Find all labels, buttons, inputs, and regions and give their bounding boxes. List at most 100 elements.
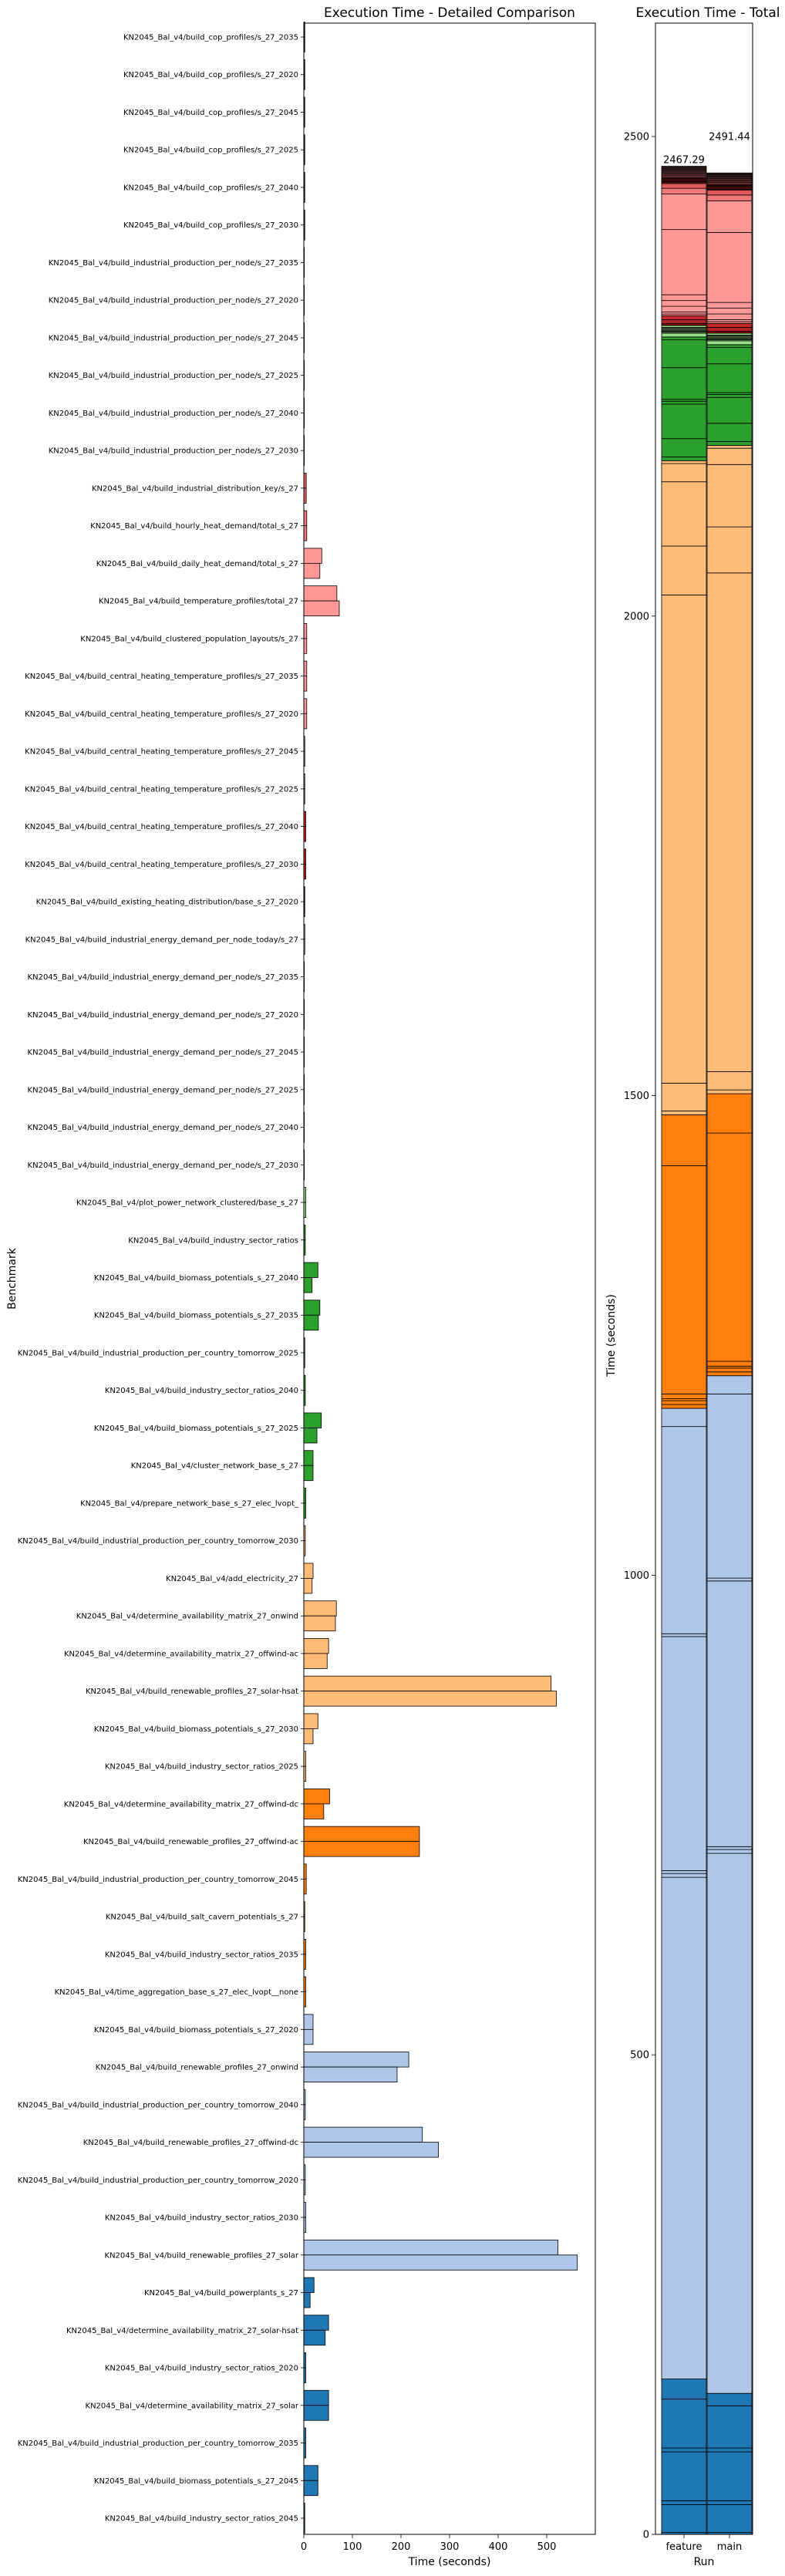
stack-segment-main bbox=[706, 344, 753, 348]
stack-segment-feature bbox=[661, 367, 707, 400]
y-tick-label: KN2045_Bal_v4/determine_availability_mat… bbox=[64, 1650, 298, 1658]
stack-segment-feature bbox=[661, 1870, 707, 1874]
stack-segment-feature bbox=[661, 1111, 707, 1115]
stack-segment-main bbox=[706, 2447, 753, 2453]
stack-segment-feature bbox=[661, 294, 707, 302]
bar-main bbox=[303, 2329, 326, 2346]
y-tick-label: KN2045_Bal_v4/build_cop_profiles/s_27_20… bbox=[123, 147, 298, 155]
stack-segment-main bbox=[706, 1360, 753, 1367]
stack-segment-main bbox=[706, 190, 753, 196]
stack-segment-feature bbox=[661, 183, 707, 189]
y-tick-label: KN2045_Bal_v4/build_cop_profiles/s_27_20… bbox=[123, 34, 298, 42]
stack-segment-feature bbox=[661, 336, 707, 341]
bar-feature bbox=[303, 2465, 318, 2481]
stack-segment-main bbox=[706, 2504, 753, 2533]
y-tick-label: KN2045_Bal_v4/build_industrial_productio… bbox=[49, 372, 298, 380]
bar-main bbox=[303, 1314, 319, 1331]
stack-segment-main bbox=[706, 1071, 753, 1091]
bar-feature bbox=[303, 585, 338, 602]
stack-segment-feature bbox=[661, 438, 707, 457]
bar-feature bbox=[303, 2315, 329, 2331]
y-tick-label: 500 bbox=[630, 2050, 649, 2062]
stack-segment-main bbox=[706, 1849, 753, 1854]
plot-frame bbox=[303, 22, 596, 2535]
stack-segment-feature bbox=[661, 1636, 707, 1871]
y-tick-label: KN2045_Bal_v4/build_industrial_distribut… bbox=[92, 484, 298, 493]
stack-segment-main bbox=[706, 1093, 753, 1134]
stack-segment-main bbox=[706, 313, 753, 320]
detailed-comparison-panel bbox=[301, 22, 596, 2538]
stack-segment-main bbox=[706, 1853, 753, 2394]
stack-segment-feature bbox=[661, 166, 707, 169]
bar-main bbox=[303, 676, 308, 692]
y-tick-label: KN2045_Bal_v4/build_renewable_profiles_2… bbox=[96, 2064, 298, 2072]
stack-segment-main bbox=[706, 231, 753, 303]
stack-segment-main bbox=[706, 396, 753, 424]
stack-segment-feature bbox=[661, 400, 707, 405]
bar-feature bbox=[303, 1262, 318, 1278]
bar-main bbox=[303, 2142, 439, 2158]
x-tick-label: 100 bbox=[343, 2541, 362, 2553]
y-tick-label: KN2045_Bal_v4/build_renewable_profiles_2… bbox=[83, 2139, 298, 2147]
x-tick-label: feature bbox=[666, 2541, 702, 2553]
stack-segment-main bbox=[706, 1089, 753, 1094]
y-tick-label: KN2045_Bal_v4/build_biomass_potentials_s… bbox=[94, 1274, 298, 1283]
stack-segment-main bbox=[706, 347, 753, 365]
stack-segment-main bbox=[706, 323, 753, 328]
x-tick-label: 200 bbox=[392, 2541, 411, 2553]
bar-main bbox=[303, 1615, 336, 1632]
bar-feature bbox=[303, 1563, 314, 1579]
total-label-main: 2491.44 bbox=[709, 132, 750, 143]
y-tick-label: KN2045_Bal_v4/build_industry_sector_rati… bbox=[105, 2365, 298, 2373]
stack-segment-feature bbox=[661, 545, 707, 595]
bar-main bbox=[303, 1578, 313, 1594]
chart-title: Execution Time - Detailed Comparison bbox=[324, 5, 575, 21]
x-tick-label: 0 bbox=[301, 2541, 307, 2553]
bar-main bbox=[303, 1428, 318, 1444]
stack-segment-main bbox=[706, 1367, 753, 1373]
y-tick-label: KN2045_Bal_v4/build_industrial_productio… bbox=[18, 2176, 298, 2185]
bar-feature bbox=[303, 622, 308, 639]
bar-main bbox=[303, 1653, 328, 1669]
y-tick-label: KN2045_Bal_v4/build_daily_heat_demand/to… bbox=[96, 560, 298, 568]
y-tick-label: KN2045_Bal_v4/build_industry_sector_rati… bbox=[105, 1763, 298, 1772]
y-tick-label: KN2045_Bal_v4/build_industrial_productio… bbox=[49, 297, 298, 305]
stack-segment-main bbox=[706, 2451, 753, 2501]
bar-main bbox=[303, 638, 308, 654]
x-tick-label: 300 bbox=[440, 2541, 460, 2553]
bar-feature bbox=[303, 1450, 314, 1466]
bar-main bbox=[303, 1728, 314, 1745]
stack-segment-feature bbox=[661, 1404, 707, 1409]
y-tick-label: KN2045_Bal_v4/build_powerplants_s_27 bbox=[144, 2289, 298, 2298]
y-tick-label: KN2045_Bal_v4/build_biomass_potentials_s… bbox=[94, 2026, 298, 2035]
y-tick-label: KN2045_Bal_v4/cluster_network_base_s_27 bbox=[131, 1462, 298, 1471]
bar-feature bbox=[303, 548, 322, 564]
bar-feature bbox=[303, 510, 308, 527]
stack-segment-feature bbox=[661, 229, 707, 295]
stack-segment-main bbox=[706, 308, 753, 315]
bar-feature bbox=[303, 1675, 552, 1692]
bar-main bbox=[303, 1277, 313, 1293]
y-tick-label: KN2045_Bal_v4/plot_power_network_cluster… bbox=[76, 1199, 298, 1208]
y-tick-label: KN2045_Bal_v4/build_industrial_productio… bbox=[49, 334, 298, 342]
y-tick-label: KN2045_Bal_v4/build_renewable_profiles_2… bbox=[105, 2251, 299, 2260]
stack-segment-main bbox=[706, 464, 753, 528]
y-tick-label: 1000 bbox=[624, 1570, 649, 1582]
stack-segment-feature bbox=[661, 1114, 707, 1166]
stack-segment-feature bbox=[661, 481, 707, 547]
stack-segment-feature bbox=[661, 194, 707, 231]
y-tick-label: KN2045_Bal_v4/build_industrial_productio… bbox=[49, 410, 298, 418]
stack-segment-main bbox=[706, 172, 753, 176]
stack-segment-main bbox=[706, 340, 753, 346]
y-tick-label: KN2045_Bal_v4/build_biomass_potentials_s… bbox=[94, 1725, 298, 1734]
y-tick-label: KN2045_Bal_v4/build_biomass_potentials_s… bbox=[94, 2477, 298, 2486]
stack-segment-feature bbox=[661, 332, 707, 338]
y-tick-label: KN2045_Bal_v4/build_central_heating_temp… bbox=[25, 673, 298, 681]
stack-segment-feature bbox=[661, 1165, 707, 1394]
stack-segment-feature bbox=[661, 2504, 707, 2533]
y-tick-label: KN2045_Bal_v4/build_industrial_productio… bbox=[18, 1537, 298, 1546]
bar-main bbox=[303, 713, 308, 730]
y-tick-label: KN2045_Bal_v4/build_hourly_heat_demand/t… bbox=[90, 522, 298, 531]
